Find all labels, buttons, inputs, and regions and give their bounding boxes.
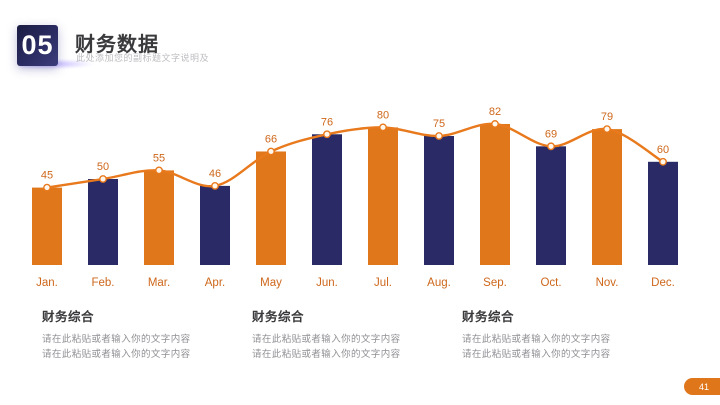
slide-header: 05 财务数据 此处添加您的副标题文字说明及: [0, 0, 720, 90]
bar-sep: [480, 123, 510, 266]
marker-aug: [435, 132, 443, 140]
value-label-jan: 45: [41, 170, 53, 182]
marker-feb: [99, 175, 107, 183]
marker-oct: [547, 142, 555, 151]
section-number-badge: 05: [17, 25, 58, 66]
value-label-nov: 79: [601, 111, 613, 123]
section-body-line: 请在此粘贴或者输入你的文字内容: [252, 334, 401, 345]
marker-dec: [659, 157, 667, 166]
month-label-jul: Jul.: [374, 277, 392, 289]
bar-jul: [368, 127, 398, 266]
month-label-apr: Apr.: [205, 277, 225, 289]
value-label-jul: 80: [377, 109, 389, 121]
marker-apr: [211, 181, 219, 190]
bar-mar: [144, 170, 174, 265]
value-label-apr: 46: [209, 168, 221, 180]
value-label-oct: 69: [545, 128, 557, 140]
marker-mar: [155, 166, 163, 175]
section-title: 财务综合: [462, 310, 515, 324]
finance-combo-chart: 45 Jan. 50 Feb. 55 Mar. 46 Apr. 66 May 76 Jun. 80 Jul…: [32, 106, 678, 289]
month-label-dec: Dec.: [651, 277, 675, 289]
summary-section: 财务综合 请在此粘贴或者输入你的文字内容 请在此粘贴或者输入你的文字内容: [462, 306, 657, 362]
section-body-line: 请在此粘贴或者输入你的文字内容: [462, 349, 611, 360]
bar-jan: [32, 187, 62, 265]
bar-nov: [592, 129, 622, 265]
section-body-line: 请在此粘贴或者输入你的文字内容: [42, 334, 191, 345]
month-label-feb: Feb.: [91, 277, 114, 289]
bar-dec: [648, 161, 678, 265]
section-body-line: 请在此粘贴或者输入你的文字内容: [462, 334, 611, 345]
marker-jan: [43, 183, 51, 192]
value-label-jun: 76: [321, 116, 333, 128]
value-label-aug: 75: [433, 118, 445, 130]
trend-line-series: [45, 122, 665, 189]
section-body-line: 请在此粘贴或者输入你的文字内容: [42, 349, 191, 360]
marker-may: [267, 147, 275, 156]
summary-section: 财务综合 请在此粘贴或者输入你的文字内容 请在此粘贴或者输入你的文字内容: [252, 306, 447, 362]
value-label-mar: 55: [153, 152, 165, 164]
month-label-jan: Jan.: [36, 277, 58, 289]
marker-sep: [491, 120, 499, 128]
summary-section: 财务综合 请在此粘贴或者输入你的文字内容 请在此粘贴或者输入你的文字内容: [42, 306, 237, 362]
section-title: 财务综合: [42, 310, 95, 324]
month-label-mar: Mar.: [148, 277, 170, 289]
section-body-line: 请在此粘贴或者输入你的文字内容: [252, 349, 401, 360]
marker-jun: [323, 130, 331, 139]
bar-apr: [200, 185, 230, 265]
value-label-sep: 82: [489, 106, 501, 118]
month-label-oct: Oct.: [540, 277, 561, 289]
month-label-aug: Aug.: [427, 277, 451, 289]
bar-oct: [536, 146, 566, 265]
page-title: 财务数据: [75, 34, 159, 56]
section-title: 财务综合: [252, 310, 305, 324]
bar-feb: [88, 179, 118, 265]
month-label-may: May: [260, 277, 282, 289]
page-number-badge: 41: [684, 378, 720, 395]
marker-nov: [603, 125, 611, 134]
bar-jun: [312, 134, 342, 265]
value-label-feb: 50: [97, 161, 109, 173]
month-label-jun: Jun.: [316, 277, 338, 289]
marker-jul: [379, 123, 387, 132]
summary-sections: 财务综合 请在此粘贴或者输入你的文字内容 请在此粘贴或者输入你的文字内容 财务综…: [0, 306, 720, 376]
bar-aug: [424, 136, 454, 265]
value-label-may: 66: [265, 133, 277, 145]
month-label-nov: Nov.: [596, 277, 619, 289]
bar-may: [256, 151, 286, 265]
month-label-sep: Sep.: [483, 277, 507, 289]
value-label-dec: 60: [657, 144, 669, 156]
